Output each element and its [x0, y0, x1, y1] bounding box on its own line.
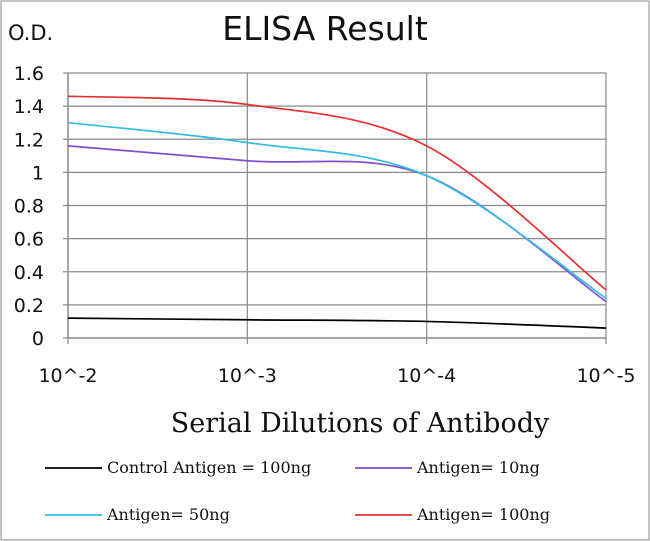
x-tick-labels: 10^-2 10^-3 10^-4 10^-5	[38, 365, 635, 387]
legend-label: Antigen= 50ng	[106, 505, 230, 524]
y-tick-label: 1.2	[14, 129, 44, 151]
x-tick-label: 10^-4	[397, 365, 456, 387]
x-axis-label: Serial Dilutions of Antibody	[171, 408, 550, 439]
y-tick-label: 0.4	[14, 262, 44, 284]
series-lines	[67, 95, 607, 329]
y-axis-label: O.D.	[8, 21, 53, 45]
y-tick-label: 0.6	[14, 229, 44, 251]
legend-label: Antigen= 100ng	[416, 505, 550, 524]
legend-label: Antigen= 10ng	[416, 458, 540, 477]
y-tick-labels: 0 0.2 0.4 0.6 0.8 1 1.2 1.4 1.6	[14, 63, 44, 350]
grid-lines	[68, 72, 607, 338]
x-tick-label: 10^-5	[576, 365, 635, 387]
x-tick-label: 10^-2	[38, 365, 97, 387]
y-tick-label: 1.4	[14, 96, 44, 118]
y-tick-label: 1	[32, 162, 44, 184]
series-line-2	[67, 121, 607, 299]
y-tick-label: 1.6	[14, 63, 44, 85]
legend-label: Control Antigen = 100ng	[107, 458, 311, 477]
y-tick-label: 0.2	[14, 295, 44, 317]
x-tick-label: 10^-3	[218, 365, 277, 387]
y-tick-label: 0	[32, 328, 44, 350]
series-line-0	[67, 317, 607, 329]
y-tick-label: 0.8	[14, 196, 44, 218]
chart-title: ELISA Result	[222, 9, 428, 48]
series-line-3	[67, 95, 607, 291]
axes	[63, 72, 607, 344]
legend: Control Antigen = 100ng Antigen= 10ng Anti…	[45, 458, 550, 524]
